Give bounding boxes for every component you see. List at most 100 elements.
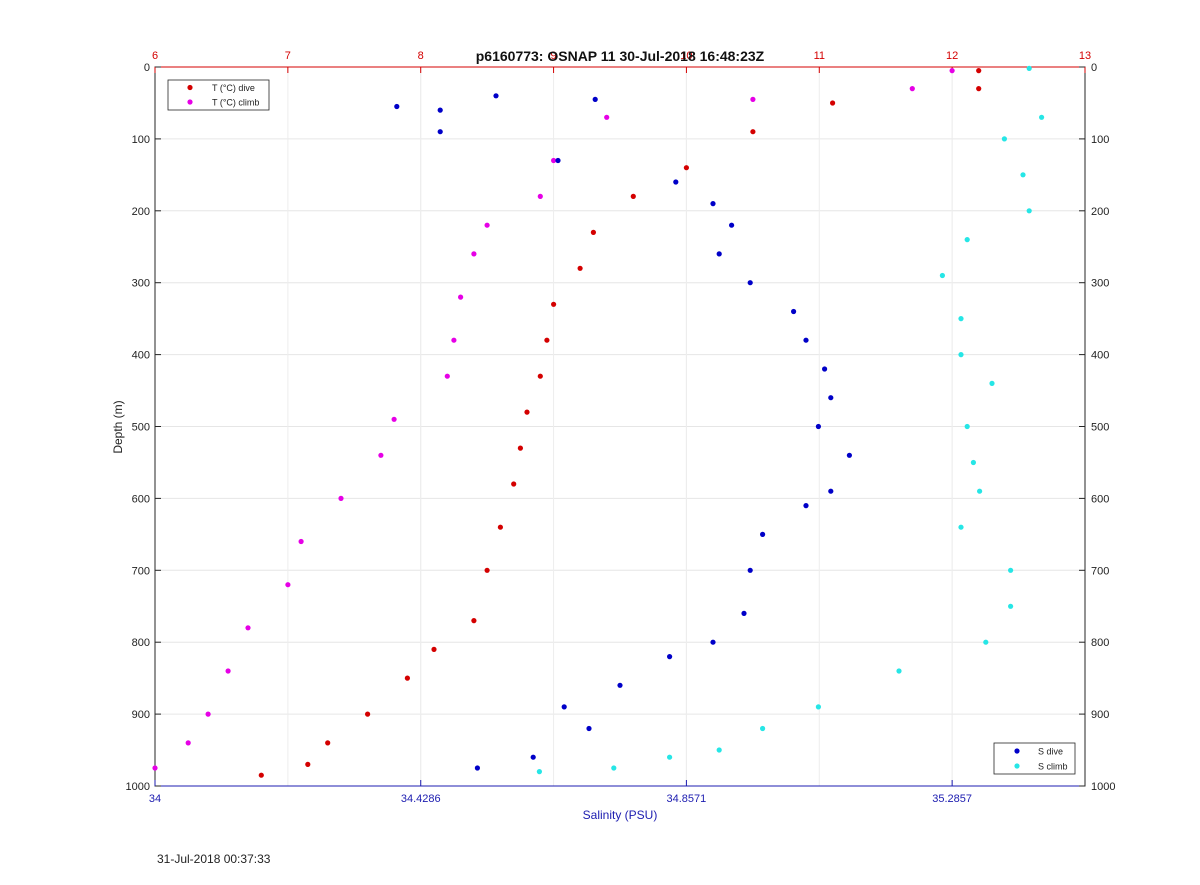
data-point xyxy=(716,747,722,753)
data-point xyxy=(437,107,443,113)
bottom-tick-label: 34 xyxy=(149,793,161,805)
data-point xyxy=(989,380,995,386)
data-point xyxy=(474,765,480,771)
data-point xyxy=(673,179,679,185)
y-tick-label: 1000 xyxy=(126,781,150,793)
data-point xyxy=(976,68,982,74)
data-point xyxy=(484,567,490,573)
legend-salinity-box xyxy=(993,742,1076,775)
data-point xyxy=(970,459,977,466)
data-point xyxy=(604,114,610,120)
legend-s-climb-label: S climb xyxy=(1038,762,1068,772)
y-tick-label-right: 500 xyxy=(1091,422,1109,434)
data-point xyxy=(958,524,964,530)
legend-t-dive-marker xyxy=(187,84,193,91)
data-point xyxy=(471,251,477,257)
y-tick-label-right: 800 xyxy=(1091,637,1109,649)
data-point xyxy=(1026,65,1032,71)
data-point xyxy=(536,769,543,775)
data-point xyxy=(822,366,828,372)
y-tick-label-right: 400 xyxy=(1091,350,1109,362)
data-point xyxy=(939,272,946,279)
data-point xyxy=(378,452,384,458)
data-point xyxy=(683,165,690,171)
data-point xyxy=(710,639,716,645)
data-point xyxy=(803,503,809,509)
data-point xyxy=(976,86,982,92)
data-point xyxy=(551,301,557,307)
data-point xyxy=(561,704,567,710)
data-point xyxy=(964,423,970,430)
data-point xyxy=(667,754,673,760)
data-point xyxy=(1008,567,1014,573)
data-point xyxy=(909,86,915,92)
data-point xyxy=(444,373,450,379)
data-point xyxy=(471,618,477,624)
bottom-tick-label: 34.8571 xyxy=(667,793,707,805)
y-tick-label-right: 900 xyxy=(1091,709,1109,721)
top-tick-label: 7 xyxy=(285,50,291,62)
data-point xyxy=(716,251,722,257)
data-point xyxy=(577,265,583,271)
data-point xyxy=(1008,603,1014,609)
data-point xyxy=(404,675,410,681)
y-tick-label: 100 xyxy=(132,134,150,146)
y-tick-label-right: 600 xyxy=(1091,493,1109,505)
data-point xyxy=(964,237,970,243)
data-point xyxy=(592,96,598,102)
data-point xyxy=(949,68,955,74)
data-point xyxy=(791,308,797,315)
data-point xyxy=(815,704,822,710)
x-axis-label: Salinity (PSU) xyxy=(583,808,658,822)
data-point xyxy=(830,100,836,106)
data-point xyxy=(458,294,464,300)
data-point xyxy=(611,765,617,771)
data-point xyxy=(530,754,536,760)
data-point xyxy=(298,538,304,545)
data-point xyxy=(590,229,597,235)
legend-t-climb-marker xyxy=(187,99,193,105)
top-tick-label: 10 xyxy=(680,50,692,62)
data-point xyxy=(437,129,443,135)
top-tick-label: 9 xyxy=(551,50,557,62)
data-point xyxy=(225,668,231,674)
data-point xyxy=(544,337,550,343)
data-point xyxy=(285,582,291,588)
data-point xyxy=(524,409,530,415)
legend-t-dive-label: T (°C) dive xyxy=(212,83,255,93)
data-point xyxy=(760,531,766,538)
data-point xyxy=(747,567,753,573)
y-tick-label: 500 xyxy=(132,422,150,434)
data-point xyxy=(152,765,158,771)
legend-s-dive-marker xyxy=(1014,748,1020,754)
top-tick-label: 13 xyxy=(1079,50,1091,62)
legend-s-dive-label: S dive xyxy=(1038,747,1063,757)
data-point xyxy=(741,610,747,617)
data-point xyxy=(747,280,753,286)
data-point xyxy=(245,625,251,631)
data-point xyxy=(258,772,264,778)
data-point xyxy=(1026,208,1032,214)
axis-ticks: 0 0 100 100 200 200 300 300 400 400 500 500 600 600 70… xyxy=(126,50,1116,805)
data-point xyxy=(750,96,756,102)
data-point xyxy=(185,740,191,746)
data-point xyxy=(617,682,623,688)
data-point xyxy=(431,646,437,653)
y-tick-label: 0 xyxy=(144,62,150,74)
y-tick-label: 700 xyxy=(132,565,150,577)
legend-temperature-box xyxy=(167,79,270,111)
bottom-tick-label: 34.4286 xyxy=(401,793,441,805)
y-tick-label-right: 300 xyxy=(1091,278,1109,290)
data-point xyxy=(325,740,331,746)
data-point xyxy=(958,352,964,358)
legend-temperature: T (°C) dive T (°C) climb xyxy=(167,79,270,111)
data-point xyxy=(1039,114,1045,120)
y-tick-label: 800 xyxy=(132,637,150,649)
data-point xyxy=(305,761,311,768)
data-point xyxy=(205,711,211,717)
data-point xyxy=(828,488,834,494)
series-t-c-climb xyxy=(152,68,955,771)
data-point xyxy=(391,416,397,422)
